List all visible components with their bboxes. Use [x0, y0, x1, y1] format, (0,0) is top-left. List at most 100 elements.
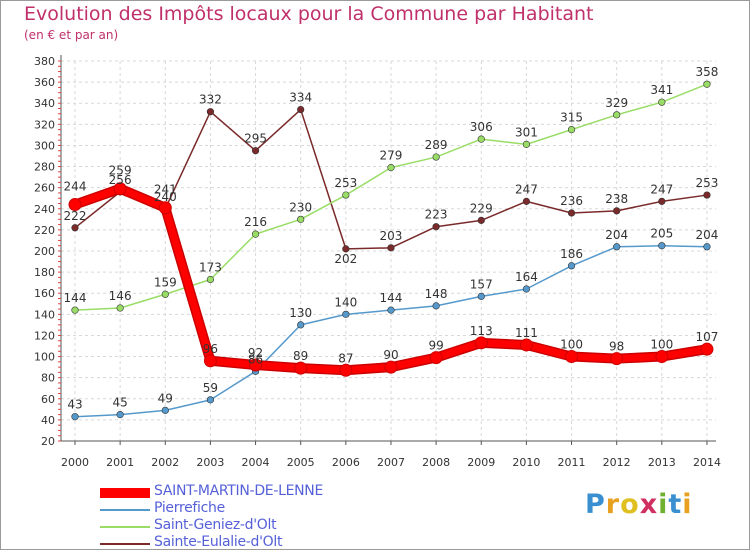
y-tick-label: 80 — [41, 372, 55, 385]
legend-label: Saint-Geniez-d'Olt — [154, 517, 277, 533]
data-label: 140 — [334, 295, 357, 309]
legend-swatch — [100, 543, 150, 545]
y-tick-label: 160 — [34, 287, 55, 300]
x-tick-label: 2012 — [603, 456, 631, 469]
data-label: 113 — [470, 324, 493, 338]
data-label: 186 — [560, 247, 583, 261]
data-label: 241 — [154, 183, 177, 197]
data-label: 204 — [696, 228, 719, 242]
data-point — [387, 306, 395, 314]
data-label: 306 — [470, 120, 493, 134]
data-point — [158, 201, 172, 215]
legend-swatch — [100, 509, 150, 511]
data-label: 100 — [560, 338, 583, 352]
data-label: 99 — [428, 339, 443, 353]
data-point — [522, 140, 531, 148]
data-point — [206, 108, 215, 116]
data-label: 87 — [338, 351, 353, 365]
y-tick-label: 20 — [41, 435, 55, 448]
data-point — [387, 244, 395, 252]
data-label: 229 — [470, 201, 493, 215]
x-tick-label: 2008 — [422, 456, 450, 469]
data-point — [68, 198, 82, 212]
data-label: 329 — [605, 96, 628, 110]
data-label: 341 — [650, 83, 673, 97]
data-point — [161, 406, 169, 414]
data-point — [71, 306, 79, 314]
data-label: 230 — [289, 200, 312, 214]
logo-letter: t — [668, 489, 683, 520]
data-label: 204 — [605, 228, 628, 242]
data-label: 159 — [154, 275, 177, 289]
data-point — [522, 197, 531, 205]
data-label: 295 — [244, 132, 267, 146]
data-label: 92 — [248, 346, 263, 360]
data-point — [613, 207, 621, 215]
y-tick-label: 240 — [34, 203, 55, 216]
x-tick-label: 2009 — [467, 456, 495, 469]
data-label: 203 — [380, 229, 403, 243]
data-label: 216 — [244, 215, 267, 229]
data-label: 59 — [203, 381, 218, 395]
data-point — [297, 321, 305, 329]
legend-swatch — [100, 526, 150, 528]
data-labels: 244 259 241 96 92 89 87 90 99 113 111 100 98 100 107 43… — [64, 65, 719, 412]
data-point — [567, 209, 576, 217]
y-tick-label: 40 — [41, 414, 55, 427]
x-tick-label: 2007 — [377, 456, 405, 469]
data-label: 315 — [560, 111, 583, 125]
y-tick-label: 60 — [41, 393, 55, 406]
data-label: 253 — [334, 176, 357, 190]
data-label: 236 — [560, 194, 583, 208]
y-tick-label: 260 — [34, 182, 55, 195]
y-tick-label: 200 — [34, 245, 55, 258]
legend-label: Pierrefiche — [154, 500, 225, 516]
chart-subtitle: (en € et par an) — [24, 28, 119, 42]
x-tick-label: 2010 — [512, 456, 540, 469]
y-tick-label: 380 — [34, 55, 55, 68]
data-label: 90 — [383, 348, 398, 362]
data-point — [294, 361, 308, 375]
data-label: 247 — [650, 182, 673, 196]
data-label: 96 — [203, 342, 218, 356]
x-tick-label: 2005 — [287, 456, 315, 469]
data-label: 240 — [154, 190, 177, 204]
data-label: 146 — [109, 289, 132, 303]
data-label: 144 — [64, 291, 87, 305]
data-point — [342, 191, 350, 199]
data-point — [477, 216, 485, 224]
logo-letter: i — [682, 489, 693, 520]
x-tick-label: 2000 — [61, 456, 89, 469]
data-label: 238 — [605, 192, 628, 206]
y-axis: 20 40 60 80 100 120 140 160 180 200 220 240 260 280 30… — [34, 55, 62, 448]
data-point — [610, 352, 624, 366]
data-label: 247 — [515, 182, 538, 196]
data-point — [432, 223, 440, 231]
data-label: 202 — [334, 252, 357, 266]
data-point — [342, 245, 350, 253]
chart-title: Evolution des Impôts locaux pour la Comm… — [24, 3, 594, 25]
data-label: 49 — [158, 391, 173, 405]
data-point — [477, 292, 485, 300]
logo-letter: r — [605, 489, 621, 520]
series-pierrefiche — [71, 242, 711, 421]
series-saint-geniez-d-olt — [71, 80, 711, 314]
x-tick-label: 2014 — [693, 456, 721, 469]
y-tick-label: 280 — [34, 161, 55, 174]
legend-label: Sainte-Eulalie-d'Olt — [154, 534, 283, 550]
y-tick-label: 180 — [34, 266, 55, 279]
x-axis: 2000 2001 2002 2003 2004 2005 2006 2007 2008 2009… — [61, 440, 721, 469]
data-point — [206, 275, 215, 284]
data-point — [116, 304, 124, 312]
data-label: 289 — [425, 138, 448, 152]
data-point — [658, 242, 666, 250]
data-label: 111 — [515, 326, 538, 340]
data-label: 223 — [425, 208, 448, 222]
series-sainte-eulalie-d-olt — [71, 105, 711, 253]
data-point — [113, 182, 127, 196]
data-point — [116, 411, 124, 419]
data-point — [613, 243, 621, 251]
data-label: 222 — [64, 209, 87, 223]
